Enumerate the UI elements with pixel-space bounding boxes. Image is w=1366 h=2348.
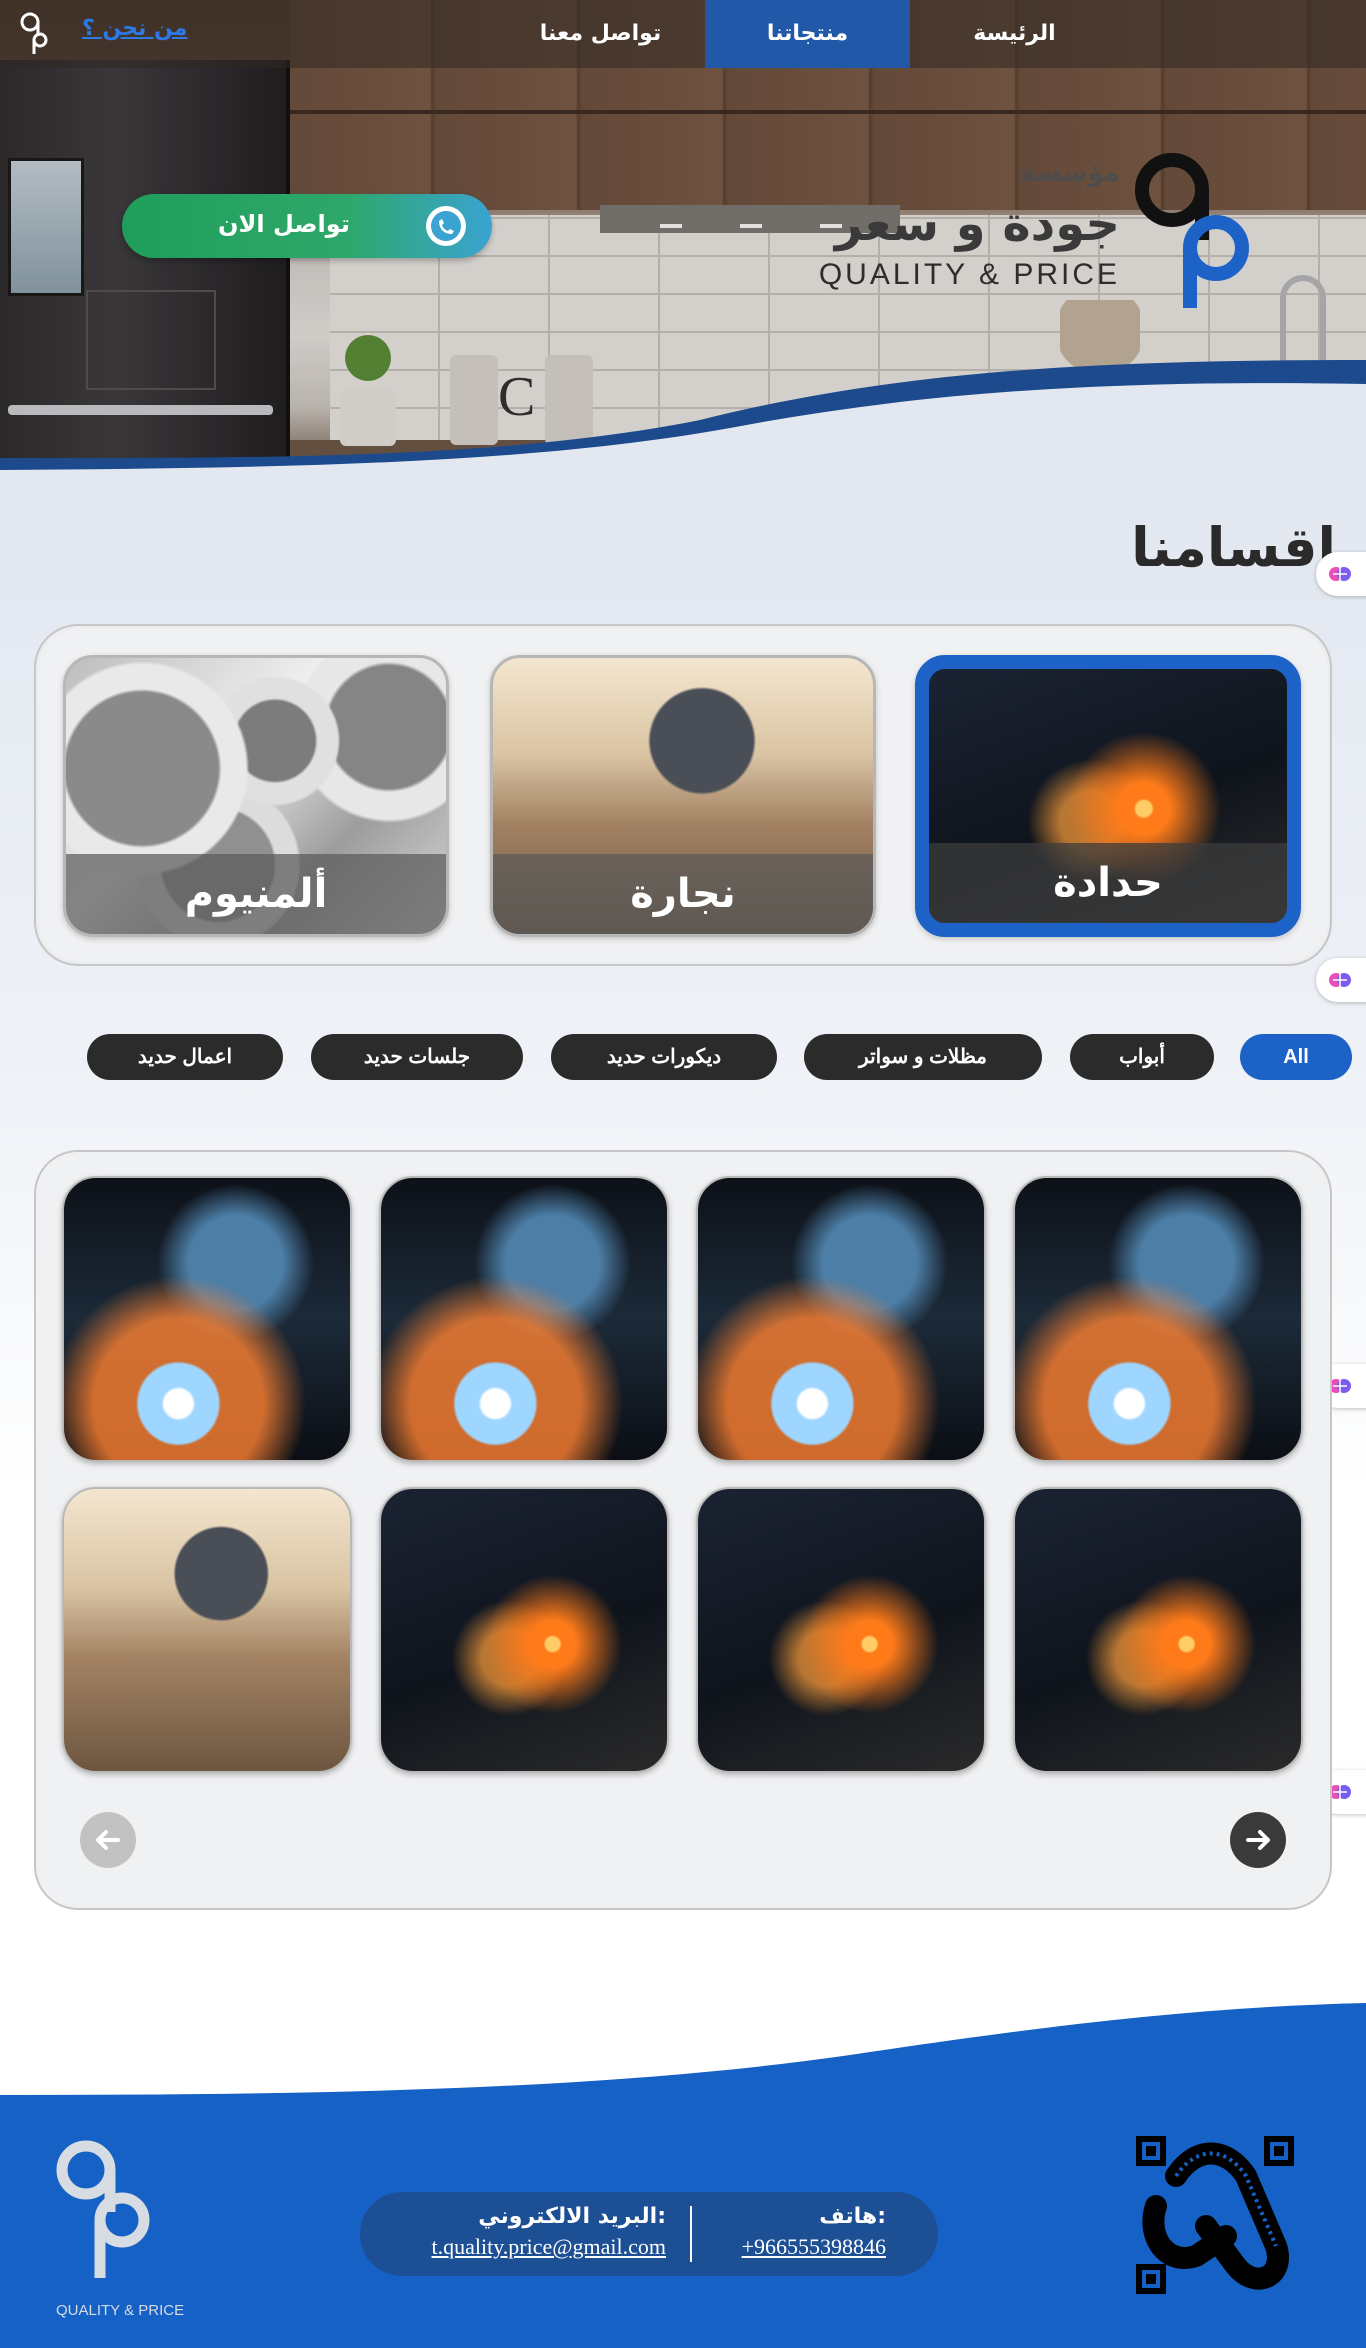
nav-products-link[interactable]: منتجاتنا	[705, 0, 910, 68]
oven-handle	[8, 405, 273, 415]
gallery-prev-button[interactable]	[80, 1812, 136, 1868]
brain-icon	[1329, 1785, 1351, 1799]
brain-icon	[1329, 567, 1351, 581]
gallery-item[interactable]	[379, 1487, 669, 1773]
brand-name: جودة و سعر	[834, 196, 1120, 252]
footer-wave	[0, 2003, 1366, 2105]
nav-home-link[interactable]: الرئيسة	[973, 21, 1056, 46]
phone-link[interactable]: +966555398846	[741, 2234, 886, 2259]
filter-shades[interactable]: مظلات و سواتر	[804, 1034, 1042, 1080]
brand-small-text: مؤسسة	[1019, 158, 1120, 188]
range-hood	[600, 205, 900, 233]
contact-divider	[690, 2206, 692, 2262]
hero-banner: C مؤسسة جودة و سعر QUALITY & PRICE تواصل…	[0, 0, 1366, 478]
email-label: البريد الالكتروني:	[478, 2204, 666, 2229]
jar	[545, 355, 593, 445]
section-title: اقسامنا	[1131, 516, 1336, 579]
plant-pot	[340, 390, 396, 446]
fridge	[0, 60, 290, 478]
arrow-right-icon	[1246, 1830, 1270, 1850]
filter-iron-seating[interactable]: جلسات حديد	[311, 1034, 523, 1080]
contact-box	[360, 2192, 938, 2276]
nav-about-link[interactable]: من نحن ؟	[82, 16, 188, 41]
gallery-next-button[interactable]	[1230, 1812, 1286, 1868]
cabinet-line	[290, 110, 1366, 114]
oven-panel	[86, 290, 216, 390]
gallery-item[interactable]	[62, 1176, 352, 1462]
brand-english: QUALITY & PRICE	[818, 258, 1120, 291]
navbar: الرئيسة منتجاتنا تواصل معنا من نحن ؟	[0, 0, 1366, 68]
brain-icon	[1329, 1379, 1351, 1393]
footer-logo-icon	[56, 2140, 150, 2278]
arrow-left-icon	[96, 1830, 120, 1850]
qr-code-icon[interactable]	[1136, 2136, 1294, 2294]
gallery-item[interactable]	[696, 1176, 986, 1462]
filter-iron-decor[interactable]: ديكورات حديد	[551, 1034, 777, 1080]
brand-block: مؤسسة جودة و سعر QUALITY & PRICE	[818, 140, 1120, 300]
hood-light	[740, 224, 762, 228]
hood-light	[820, 224, 842, 228]
kitchen-tap	[1280, 275, 1326, 365]
category-label: نجارة	[493, 854, 873, 934]
filter-all[interactable]: All	[1240, 1034, 1352, 1080]
phone-label: هاتف:	[819, 2204, 886, 2229]
plant	[338, 310, 398, 390]
side-widget-tab[interactable]	[1316, 552, 1366, 596]
hood-light	[660, 224, 682, 228]
contact-now-button[interactable]: تواصل الان	[122, 194, 492, 258]
category-label: حدادة	[929, 843, 1287, 923]
gallery-item[interactable]	[62, 1487, 352, 1773]
side-widget-tab[interactable]	[1316, 958, 1366, 1002]
gallery-item[interactable]	[379, 1176, 669, 1462]
nav-logo-icon[interactable]	[18, 10, 48, 58]
hero-wave	[0, 360, 1366, 478]
category-card-carpentry[interactable]: نجارة	[490, 655, 876, 937]
email-link[interactable]: t.quality.price@gmail.com	[431, 2234, 667, 2259]
category-label: ألمنيوم	[66, 854, 446, 934]
nav-contact-link[interactable]: تواصل معنا	[539, 21, 662, 46]
category-card-aluminum[interactable]: ألمنيوم	[63, 655, 449, 937]
jar	[450, 355, 498, 445]
filter-iron-works[interactable]: اعمال حديد	[87, 1034, 283, 1080]
brain-icon	[1329, 973, 1351, 987]
jar-letter: C	[498, 366, 536, 428]
whatsapp-icon	[426, 206, 466, 246]
footer-logo-text: QUALITY & PRICE	[56, 2302, 185, 2319]
gallery-item[interactable]	[1013, 1487, 1303, 1773]
fridge-glass	[8, 158, 84, 296]
contact-now-label: تواصل الان	[218, 210, 350, 238]
gallery-item[interactable]	[1013, 1176, 1303, 1462]
filter-doors[interactable]: أبواب	[1070, 1034, 1214, 1080]
qp-logo-icon	[1135, 153, 1249, 308]
gallery-item[interactable]	[696, 1487, 986, 1773]
category-card-blacksmith[interactable]: حدادة	[915, 655, 1301, 937]
